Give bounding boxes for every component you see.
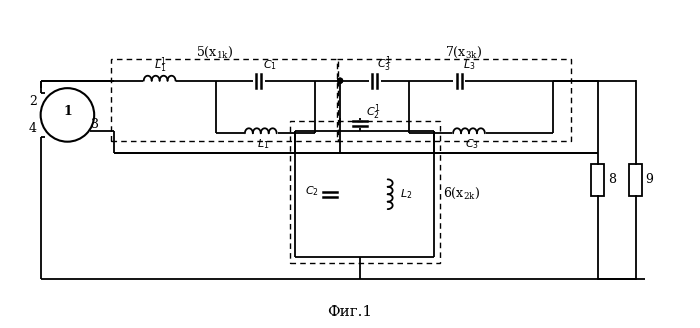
Text: 5($\mathregular{x_{1k}}$): 5($\mathregular{x_{1k}}$)	[196, 45, 233, 60]
Text: 4: 4	[29, 122, 36, 135]
Bar	[337, 59, 571, 141]
Text: $C_3^1$: $C_3^1$	[377, 55, 391, 74]
Bar	[290, 121, 440, 263]
Text: 6($\mathregular{x_{2k}}$): 6($\mathregular{x_{2k}}$)	[443, 186, 480, 201]
Text: $C_2^1$: $C_2^1$	[366, 102, 381, 122]
Bar	[111, 59, 338, 141]
Text: 1: 1	[63, 105, 72, 118]
Text: 2: 2	[29, 94, 36, 108]
Text: 3: 3	[91, 118, 99, 131]
Text: 9: 9	[645, 174, 653, 186]
Text: $C_1$: $C_1$	[262, 58, 276, 72]
Text: $L_1$: $L_1$	[257, 137, 270, 151]
Text: $L_2$: $L_2$	[400, 187, 412, 201]
Bar	[629, 164, 642, 196]
Text: $C_3$: $C_3$	[465, 137, 479, 151]
Bar	[592, 164, 604, 196]
Text: 7($\mathregular{x_{3k}}$): 7($\mathregular{x_{3k}}$)	[445, 45, 482, 60]
Text: $L_1^1$: $L_1^1$	[154, 56, 167, 75]
Text: Фиг.1: Фиг.1	[328, 305, 372, 319]
Circle shape	[337, 78, 342, 83]
Text: $C_2$: $C_2$	[305, 184, 319, 198]
Circle shape	[337, 78, 342, 83]
Text: 8: 8	[608, 174, 616, 186]
Text: $L_3$: $L_3$	[463, 58, 475, 72]
